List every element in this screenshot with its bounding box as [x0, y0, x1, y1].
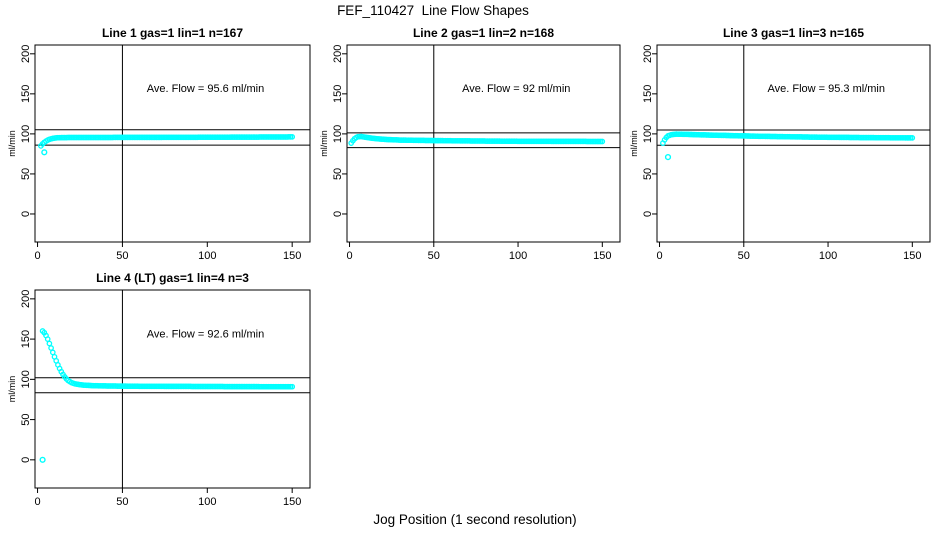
ave-flow-label: Ave. Flow = 95.3 ml/min	[768, 83, 885, 95]
y-tick-label: 150	[642, 85, 654, 103]
panel-title: Line 1 gas=1 lin=1 n=167	[102, 26, 243, 40]
panel-title: Line 3 gas=1 lin=3 n=165	[723, 26, 864, 40]
plot-box	[34, 44, 311, 243]
y-tick-label: 200	[642, 45, 654, 63]
data-point	[46, 340, 53, 347]
outlier-point	[664, 154, 672, 161]
y-axis-unit-label: ml/min	[319, 130, 329, 157]
y-tick-label: 0	[332, 211, 344, 217]
x-tick-label: 100	[819, 250, 837, 262]
ave-flow-label: Ave. Flow = 92.6 ml/min	[147, 328, 264, 340]
y-tick-label: 50	[20, 413, 32, 425]
y-axis-unit-label: ml/min	[629, 130, 639, 157]
y-tick-label: 0	[20, 211, 32, 217]
plot-box	[656, 44, 931, 243]
x-tick-label: 50	[738, 250, 750, 262]
data-point	[289, 383, 296, 390]
ave-flow-label: Ave. Flow = 95.6 ml/min	[147, 83, 264, 95]
plot-box	[34, 289, 311, 489]
panel-title: Line 4 (LT) gas=1 lin=4 n=3	[96, 271, 249, 285]
y-tick-label: 50	[20, 168, 32, 180]
data-point	[49, 349, 56, 356]
y-axis-unit-label: ml/min	[7, 130, 17, 157]
x-axis-title: Jog Position (1 second resolution)	[373, 512, 577, 527]
y-tick-label: 150	[20, 85, 32, 103]
data-point	[289, 134, 296, 140]
x-tick-label: 150	[283, 250, 301, 262]
x-tick-label: 50	[116, 250, 128, 262]
x-tick-label: 150	[593, 250, 611, 262]
ave-flow-label: Ave. Flow = 92 ml/min	[462, 83, 570, 95]
x-tick-label: 0	[34, 496, 40, 508]
y-tick-label: 100	[642, 125, 654, 143]
y-tick-label: 150	[332, 85, 344, 103]
y-tick-label: 50	[332, 168, 344, 180]
y-tick-label: 0	[642, 211, 654, 217]
x-tick-label: 0	[34, 250, 40, 262]
x-tick-label: 100	[198, 496, 216, 508]
y-tick-label: 200	[332, 45, 344, 63]
x-tick-label: 100	[198, 250, 216, 262]
panel-title: Line 2 gas=1 lin=2 n=168	[413, 26, 554, 40]
outlier-point	[39, 456, 46, 463]
y-tick-label: 200	[20, 290, 32, 308]
y-tick-label: 50	[642, 168, 654, 180]
y-tick-label: 100	[20, 370, 32, 388]
data-point	[909, 135, 916, 141]
y-tick-label: 100	[332, 125, 344, 143]
x-tick-label: 150	[903, 250, 921, 262]
x-tick-label: 50	[116, 496, 128, 508]
plot-box	[346, 44, 621, 243]
outlier-point	[41, 149, 48, 156]
data-point	[48, 345, 54, 351]
figure-title: FEF_110427 Line Flow Shapes	[337, 3, 529, 18]
x-tick-label: 100	[509, 250, 527, 262]
x-tick-label: 0	[656, 250, 662, 262]
x-tick-label: 150	[283, 496, 301, 508]
y-axis-unit-label: ml/min	[7, 376, 17, 403]
y-tick-label: 200	[20, 45, 32, 63]
x-tick-label: 0	[346, 250, 352, 262]
y-tick-label: 0	[20, 457, 32, 463]
y-tick-label: 100	[20, 125, 32, 143]
y-tick-label: 150	[20, 330, 32, 348]
x-tick-label: 50	[428, 250, 440, 262]
data-point	[599, 138, 606, 145]
